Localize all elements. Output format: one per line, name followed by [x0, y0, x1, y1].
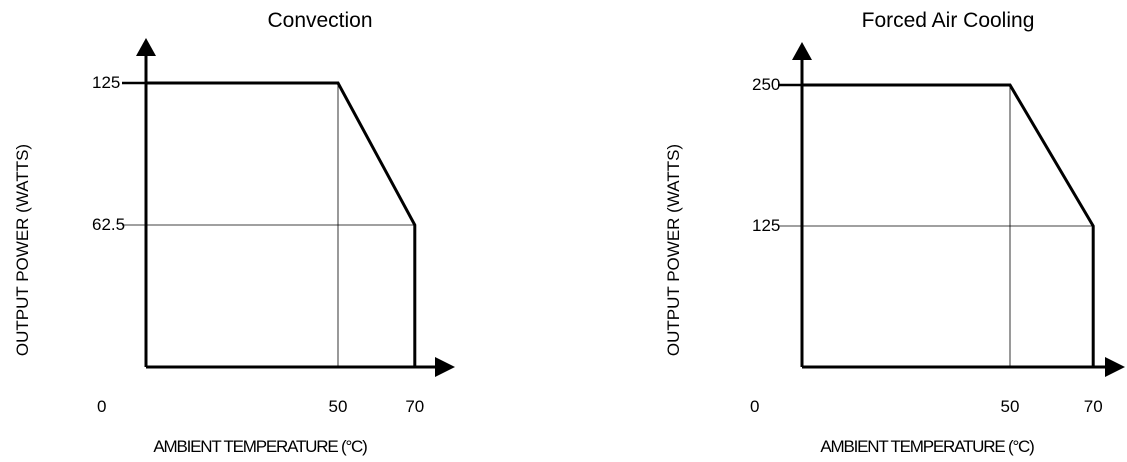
x-tick-label: 70	[1084, 397, 1103, 416]
x-tick-label: 50	[329, 397, 348, 416]
chart-convection: Convection OUTPUT POWER (WATTS) AMBIENT …	[13, 9, 455, 456]
y-tick-label: 250	[752, 75, 780, 94]
origin-label: 0	[750, 397, 759, 416]
y-axis-arrow	[792, 42, 812, 60]
y-axis-label: OUTPUT POWER (WATTS)	[664, 144, 683, 356]
x-axis-arrow	[1105, 357, 1125, 377]
x-axis-label: AMBIENT TEMPERATURE (°C)	[153, 437, 367, 456]
chart-title: Convection	[267, 9, 372, 32]
y-tick-label: 62.5	[92, 215, 125, 234]
y-axis-label: OUTPUT POWER (WATTS)	[13, 144, 32, 356]
x-axis-label: AMBIENT TEMPERATURE (°C)	[820, 437, 1034, 456]
y-tick-label: 125	[752, 216, 780, 235]
origin-label: 0	[97, 397, 106, 416]
x-axis-arrow	[435, 357, 455, 377]
y-axis-arrow	[136, 38, 156, 56]
x-tick-label: 70	[405, 397, 424, 416]
y-tick-label: 125	[92, 73, 120, 92]
x-tick-label: 50	[1001, 397, 1020, 416]
chart-title: Forced Air Cooling	[862, 9, 1035, 32]
derating-curve	[146, 81, 417, 367]
derating-curve	[802, 83, 1095, 367]
chart-forced-air-cooling: Forced Air Cooling OUTPUT POWER (WATTS) …	[664, 9, 1125, 456]
